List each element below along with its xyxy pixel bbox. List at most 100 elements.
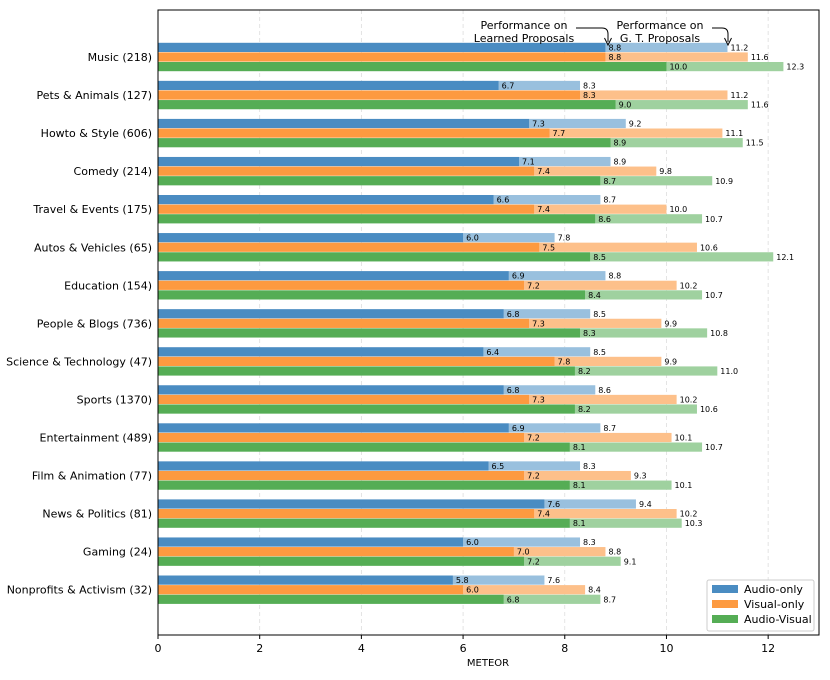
bar-learned-visual-only <box>158 432 525 443</box>
bar-gt-visual-only <box>539 242 697 252</box>
bar-learned-audio-visual <box>158 214 596 224</box>
category-label: Autos & Vehicles (65) <box>34 241 152 254</box>
value-label-learned: 7.2 <box>527 557 540 566</box>
x-tick-label: 10 <box>659 642 673 655</box>
bar-gt-audio-only <box>529 118 626 129</box>
x-tick-label: 6 <box>460 642 467 655</box>
value-label-gt: 10.2 <box>680 281 698 290</box>
legend-label: Visual-only <box>744 598 805 611</box>
value-label-learned: 6.9 <box>512 424 525 433</box>
bar-learned-audio-visual <box>158 176 601 186</box>
bar-gt-visual-only <box>524 280 677 290</box>
bar-gt-audio-visual <box>569 518 682 528</box>
bar-gt-visual-only <box>549 128 723 138</box>
value-label-learned: 7.0 <box>517 548 530 557</box>
value-label-gt: 7.8 <box>558 234 571 243</box>
value-label-learned: 7.3 <box>532 319 545 328</box>
category-label: Music (218) <box>88 51 152 64</box>
bar-learned-audio-visual <box>158 480 570 490</box>
value-label-gt: 9.9 <box>664 357 677 366</box>
bar-gt-audio-visual <box>666 62 784 72</box>
value-label-learned: 7.2 <box>527 434 540 443</box>
bar-gt-audio-only <box>508 271 606 281</box>
x-tick-label: 12 <box>761 642 775 655</box>
category-label: Entertainment (489) <box>40 432 152 445</box>
bar-gt-audio-only <box>493 195 601 205</box>
value-label-gt: 8.5 <box>593 310 606 319</box>
value-label-learned: 7.3 <box>532 120 545 129</box>
category-label: News & Politics (81) <box>42 508 152 521</box>
bar-gt-audio-only <box>605 42 728 52</box>
value-label-learned: 9.0 <box>619 101 632 110</box>
value-label-gt: 11.2 <box>730 43 748 52</box>
value-label-learned: 7.1 <box>522 158 535 167</box>
category-label: People & Blogs (736) <box>37 317 152 330</box>
bar-gt-audio-only <box>544 499 636 509</box>
bar-gt-visual-only <box>605 52 748 62</box>
value-label-learned: 6.5 <box>492 462 505 471</box>
bar-gt-audio-only <box>483 347 591 357</box>
value-labels: 8.8 11.28.8 11.610.0 12.36.7 8.38.3 11.29.0 11… <box>456 43 804 604</box>
bar-learned-audio-visual <box>158 442 570 452</box>
value-label-gt: 8.7 <box>603 424 616 433</box>
value-label-gt: 10.7 <box>705 291 723 300</box>
value-label-learned: 8.1 <box>573 481 586 490</box>
x-tick-label: 8 <box>561 642 568 655</box>
bar-learned-audio-visual <box>158 252 591 262</box>
value-label-learned: 6.4 <box>486 348 499 357</box>
bar-gt-audio-visual <box>615 100 748 110</box>
value-label-gt: 11.6 <box>751 53 769 62</box>
value-label-gt: 9.4 <box>639 500 652 509</box>
bar-gt-visual-only <box>524 432 672 443</box>
bar-learned-audio-only <box>158 499 545 509</box>
bar-gt-audio-visual <box>503 594 601 604</box>
bar-learned-audio-visual <box>158 594 504 604</box>
value-label-gt: 10.2 <box>680 395 698 404</box>
bar-gt-audio-visual <box>590 252 774 262</box>
value-label-gt: 11.0 <box>720 367 738 376</box>
bar-learned-audio-only <box>158 118 530 129</box>
bar-learned-audio-only <box>158 575 453 585</box>
bar-learned-visual-only <box>158 547 514 557</box>
value-label-learned: 8.8 <box>608 43 621 52</box>
value-label-learned: 6.6 <box>497 196 510 205</box>
legend-label: Audio-Visual <box>744 613 812 626</box>
annotation-text: Learned Proposals <box>474 32 575 45</box>
value-label-learned: 8.1 <box>573 519 586 528</box>
bar-gt-visual-only <box>463 585 586 595</box>
value-label-learned: 7.3 <box>532 395 545 404</box>
bar-gt-audio-only <box>463 537 581 547</box>
value-label-learned: 6.0 <box>466 234 479 243</box>
bar-gt-visual-only <box>554 356 662 366</box>
bar-gt-audio-only <box>508 423 601 433</box>
value-label-learned: 5.8 <box>456 576 469 585</box>
value-label-learned: 7.7 <box>553 129 566 138</box>
legend-swatch <box>712 615 738 623</box>
x-axis-title: METEOR <box>467 658 509 669</box>
bar-learned-visual-only <box>158 470 525 481</box>
value-label-gt: 9.3 <box>634 472 647 481</box>
bar-learned-visual-only <box>158 394 530 405</box>
value-label-learned: 8.7 <box>603 177 616 186</box>
bar-gt-visual-only <box>529 394 677 405</box>
value-label-learned: 7.4 <box>537 510 550 519</box>
bar-learned-visual-only <box>158 280 525 290</box>
x-tick-label: 0 <box>155 642 162 655</box>
value-label-gt: 8.5 <box>593 348 606 357</box>
annotation-arrow <box>712 27 729 42</box>
x-tick-label: 4 <box>358 642 365 655</box>
value-label-learned: 6.0 <box>466 538 479 547</box>
value-label-gt: 11.2 <box>730 91 748 100</box>
grid-lines <box>259 10 769 635</box>
bar-learned-audio-only <box>158 195 494 205</box>
category-label: Pets & Animals (127) <box>37 89 153 102</box>
value-label-gt: 9.9 <box>664 319 677 328</box>
value-label-gt: 8.3 <box>583 538 596 547</box>
value-label-learned: 7.2 <box>527 472 540 481</box>
plot-frame <box>157 9 820 636</box>
value-label-gt: 8.7 <box>603 595 616 604</box>
value-label-gt: 9.8 <box>659 167 672 176</box>
value-label-learned: 8.6 <box>598 215 611 224</box>
bar-gt-audio-visual <box>569 480 672 490</box>
